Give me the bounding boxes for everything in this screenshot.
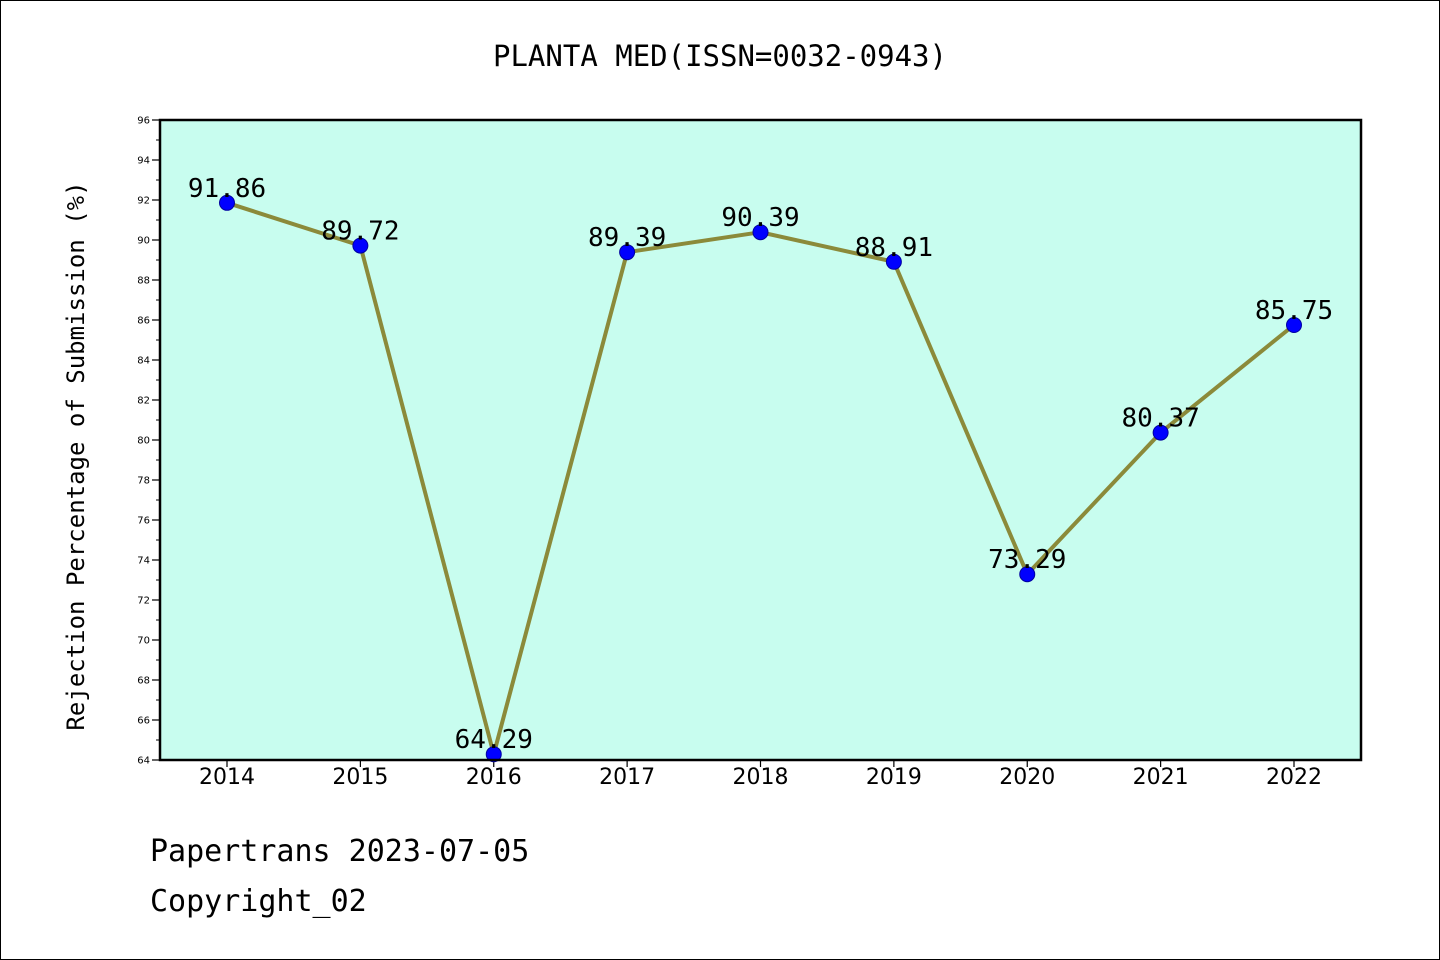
y-axis-label: Rejection Percentage of Submission (%) <box>62 181 90 730</box>
chart-title: PLANTA MED(ISSN=0032-0943) <box>493 39 947 73</box>
data-point <box>885 253 902 270</box>
plot-border <box>158 118 1363 762</box>
y-tick-label: 72 <box>137 596 150 607</box>
data-label: 85.75 <box>1255 296 1333 326</box>
y-tick-label: 74 <box>137 556 150 567</box>
y-tick-label: 90 <box>137 236 150 247</box>
y-tick-label: 68 <box>137 676 150 687</box>
x-tick-label: 2016 <box>466 765 522 790</box>
y-axis-ticks: 64 66 68 70 72 74 76 78 80 82 84 86 88 90 92 94 96 <box>137 116 160 767</box>
data-point <box>752 224 769 241</box>
data-point <box>1152 424 1169 441</box>
y-tick-label: 84 <box>137 356 150 367</box>
y-tick-label: 94 <box>137 156 150 167</box>
y-tick-label: 78 <box>137 476 150 487</box>
x-tick-label: 2022 <box>1266 765 1322 790</box>
footer-date: Papertrans 2023-07-05 <box>150 834 530 869</box>
data-point <box>219 194 235 211</box>
data-label: 89.72 <box>321 217 399 247</box>
data-label: 80.37 <box>1121 404 1199 434</box>
data-point <box>619 244 636 261</box>
y-tick-label: 76 <box>137 516 150 527</box>
data-labels: 91.86 89.72 64.29 89.39 90.39 88.91 73.29 80.37… <box>188 174 1333 755</box>
data-markers <box>219 194 1302 763</box>
x-axis-ticks: 2014 2015 2016 2017 2018 2019 2020 2021 2022 <box>199 760 1322 790</box>
y-tick-label: 82 <box>137 396 150 407</box>
y-tick-label: 64 <box>137 756 150 767</box>
y-tick-label: 70 <box>137 636 150 647</box>
x-tick-label: 2015 <box>332 765 388 790</box>
data-point <box>1019 566 1036 583</box>
data-label: 64.29 <box>455 725 533 755</box>
x-tick-label: 2019 <box>866 765 922 790</box>
data-label: 89.39 <box>588 223 666 253</box>
footer-copyright: Copyright_02 <box>150 884 367 919</box>
x-tick-label: 2021 <box>1133 765 1189 790</box>
x-tick-label: 2017 <box>599 765 655 790</box>
y-tick-label: 92 <box>137 196 150 207</box>
y-tick-label: 88 <box>137 276 150 287</box>
data-point <box>485 746 502 763</box>
data-label: 90.39 <box>721 203 799 233</box>
data-point <box>352 237 369 254</box>
y-tick-label: 80 <box>137 436 150 447</box>
data-point <box>1286 317 1302 333</box>
x-tick-label: 2018 <box>733 765 789 790</box>
y-tick-label: 86 <box>137 316 150 327</box>
data-label: 73.29 <box>988 545 1066 575</box>
data-label: 91.86 <box>188 174 266 204</box>
x-tick-label: 2020 <box>999 765 1055 790</box>
x-tick-label: 2014 <box>199 765 255 790</box>
data-label: 88.91 <box>855 233 933 263</box>
y-tick-label: 96 <box>137 116 150 127</box>
y-tick-label: 66 <box>137 716 150 727</box>
